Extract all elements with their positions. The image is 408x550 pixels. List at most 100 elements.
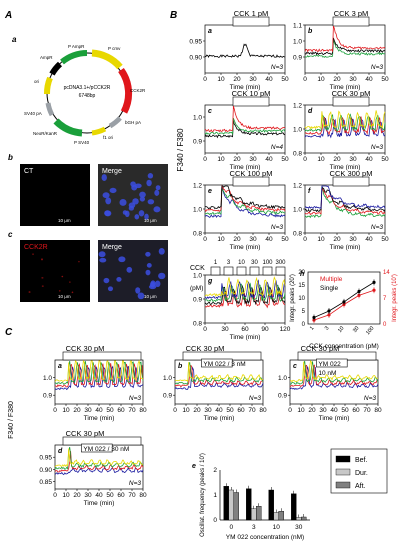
concentration-label: 1 bbox=[214, 260, 218, 266]
trace-line bbox=[304, 37, 386, 56]
cell-nucleus bbox=[103, 277, 110, 284]
cell-nucleus bbox=[128, 202, 136, 209]
trace-panel-be: 1.2 1.0 0.80 10 20 30 40 50 e CCK 100 pM N=3 Time (… bbox=[193, 169, 289, 251]
n-label: N=3 bbox=[129, 395, 141, 402]
trace-line bbox=[174, 362, 264, 383]
plasmid-size: 6748bp bbox=[79, 93, 96, 99]
x-tick-label: 0 bbox=[203, 326, 207, 333]
scale-bar-label-cck2r: 10 μm bbox=[58, 294, 71, 299]
cell-nucleus bbox=[102, 192, 110, 199]
trace-line bbox=[289, 359, 379, 383]
feature-label-cck2r: CCK2R bbox=[130, 88, 146, 93]
x-tick-label: 30 bbox=[319, 407, 327, 414]
x-tick-label: 30 bbox=[349, 156, 357, 163]
x-tick-label: 10 bbox=[317, 156, 325, 163]
feature-label-p-ampr: P AmpR bbox=[68, 44, 85, 49]
legend-label: Dur. bbox=[355, 470, 368, 477]
x-tick-label: 40 bbox=[365, 76, 373, 83]
x-tick-label: 0 bbox=[229, 524, 233, 531]
n-label: N=3 bbox=[371, 64, 383, 71]
y-tick-label: 0.95 bbox=[39, 455, 52, 462]
cell-nucleus bbox=[119, 199, 127, 206]
x-tick-label: 30 bbox=[249, 236, 257, 243]
y-tick-label-right: 7 bbox=[383, 296, 387, 302]
x-tick-label: 60 bbox=[117, 407, 125, 414]
y-tick-label: 0.95 bbox=[189, 39, 202, 46]
x-axis-label: Time (min) bbox=[330, 164, 361, 171]
stimulus-bar bbox=[232, 176, 270, 187]
feature-ampr bbox=[49, 61, 63, 76]
feature-ori bbox=[44, 76, 53, 95]
y-tick-label: 1.0 bbox=[278, 375, 287, 382]
micrograph-merge-c-label: Merge bbox=[102, 244, 122, 251]
stimulus-label: CCK 30 pM bbox=[66, 429, 105, 438]
feature-cmv-promoter bbox=[91, 49, 123, 70]
y-tick-label: 0.90 bbox=[189, 55, 202, 62]
feature-label-p-sv40: P SV40 bbox=[74, 140, 90, 145]
trace-line bbox=[204, 105, 286, 133]
concentration-box bbox=[275, 266, 286, 276]
n-label: N=3 bbox=[364, 395, 376, 402]
trace-line bbox=[289, 360, 379, 385]
drug-label: YM 022 / 30 nM bbox=[83, 446, 129, 453]
x-tick-label: 20 bbox=[233, 76, 241, 83]
micrograph-merge-c bbox=[98, 240, 168, 302]
stimulus-label: CCK 10 pM bbox=[232, 89, 271, 98]
y-axis-label: Oscillat. frequency (peaks / 10') bbox=[200, 453, 206, 537]
x-tick-label: 10 bbox=[217, 236, 225, 243]
trace-line bbox=[204, 184, 286, 212]
x-tick-label: 30 bbox=[249, 76, 257, 83]
cell-nucleus bbox=[101, 174, 107, 182]
stimulus-bar bbox=[232, 96, 270, 107]
feature-neor bbox=[53, 118, 83, 137]
stimulus-label: CCK 30 pM bbox=[66, 344, 105, 353]
bar-bef bbox=[246, 488, 252, 521]
x-tick-label: 0 bbox=[203, 76, 207, 83]
feature-label-ori: ori bbox=[34, 79, 39, 84]
feature-label-sv40-pa: SV40 pA bbox=[24, 111, 42, 116]
panel-sub-label: g bbox=[207, 278, 213, 285]
x-axis-label: Time (min) bbox=[230, 334, 261, 341]
cell-nucleus bbox=[147, 173, 154, 179]
cell-nucleus bbox=[61, 275, 64, 278]
panel-sub-label: b bbox=[178, 363, 183, 370]
x-tick-label: 30 bbox=[295, 524, 303, 531]
cell-nucleus bbox=[146, 179, 152, 187]
panel-b-h-dose-response: h 0 5 10 15 20 0 7 14 1 3 10 30 100 Multiple Single Inte… bbox=[290, 270, 398, 350]
micro-b-sub-label: b bbox=[8, 153, 13, 162]
cell-nucleus bbox=[154, 280, 161, 288]
x-tick-label: 30 bbox=[84, 407, 92, 414]
trace-line bbox=[54, 359, 143, 383]
x-tick-label: 0 bbox=[53, 407, 57, 414]
x-tick-label: 30 bbox=[84, 492, 92, 499]
x-tick-label: 1 bbox=[309, 325, 316, 331]
x-tick-label: 40 bbox=[95, 492, 103, 499]
concentration-label: 3 bbox=[227, 260, 231, 266]
scale-bar-label-merge-c: 10 μm bbox=[144, 294, 157, 299]
trace-panel-ba: 0.95 0.90 0 10 20 30 40 50 a CCK 1 pM N=3 Time (min… bbox=[189, 9, 289, 91]
y-tick-label-right: 0 bbox=[383, 322, 387, 328]
cell-nucleus bbox=[146, 263, 152, 268]
x-axis-label: Time (min) bbox=[230, 84, 261, 91]
x-tick-label: 10 bbox=[297, 407, 305, 414]
cell-nucleus bbox=[132, 198, 139, 205]
x-tick-label: 30 bbox=[221, 326, 229, 333]
x-tick-label: 80 bbox=[139, 492, 147, 499]
x-tick-label: 100 bbox=[365, 325, 376, 336]
cck-prefix: CCK bbox=[190, 265, 205, 272]
y-tick-label: 0.9 bbox=[43, 393, 52, 400]
cell-nucleus bbox=[99, 257, 107, 263]
y-tick-label: 1.2 bbox=[193, 183, 202, 190]
feature-label-ampr: AmpR bbox=[40, 55, 53, 60]
n-label: N=3 bbox=[129, 480, 141, 487]
x-tick-label: 40 bbox=[365, 156, 373, 163]
y-tick-label: 0.8 bbox=[193, 231, 202, 238]
trace-line bbox=[204, 187, 285, 216]
x-tick-label: 40 bbox=[265, 156, 273, 163]
x-tick-label: 0 bbox=[53, 492, 57, 499]
cell-nucleus bbox=[116, 277, 122, 282]
x-tick-label: 50 bbox=[281, 76, 289, 83]
cell-nucleus bbox=[144, 213, 149, 220]
